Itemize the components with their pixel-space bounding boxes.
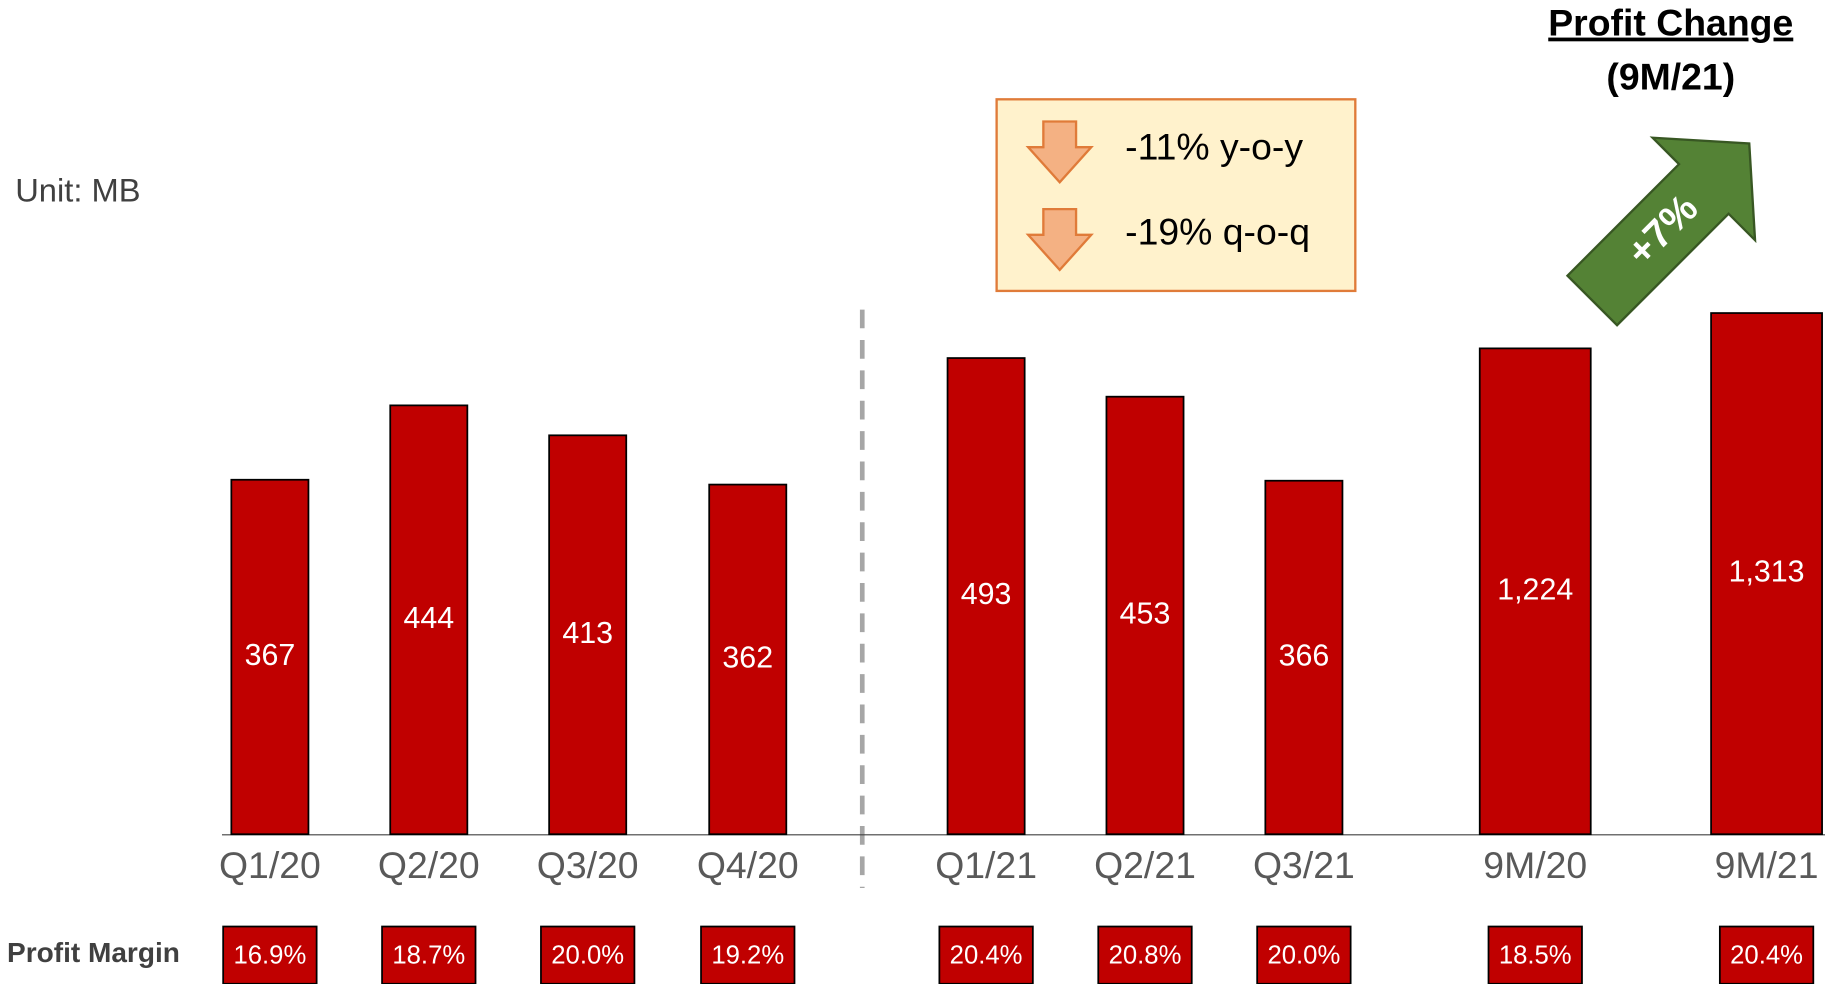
x-tick-label: Q1/21	[935, 844, 1037, 886]
bar	[389, 404, 469, 836]
value-label: 362	[722, 641, 773, 674]
margin-value: 20.0%	[1267, 942, 1340, 970]
annotation: -19% q-o-q	[1125, 211, 1310, 253]
unit-label: Unit: MB	[15, 171, 140, 208]
bar	[946, 357, 1026, 836]
up-arrow: +7%	[1565, 136, 1757, 327]
margin-box	[222, 925, 318, 984]
down-arrow	[1025, 120, 1094, 185]
bar	[1264, 479, 1344, 836]
margin-value: 20.4%	[1730, 942, 1803, 970]
x-tick-label: Q3/20	[537, 844, 639, 886]
bar	[548, 434, 628, 836]
margin-value: 18.7%	[392, 942, 465, 970]
value-label: 1,224	[1497, 573, 1573, 606]
bar	[1710, 312, 1823, 836]
down-arrow	[1025, 207, 1094, 272]
x-tick-label: Q2/20	[378, 844, 480, 886]
value-label: 444	[403, 602, 454, 635]
bar	[1105, 395, 1185, 836]
value-label: 366	[1279, 639, 1330, 672]
x-tick-label: Q4/20	[697, 844, 799, 886]
margin-box	[1718, 925, 1815, 984]
bar	[230, 478, 310, 836]
x-tick-label: Q1/20	[219, 844, 321, 886]
value-label: 1,313	[1729, 556, 1805, 589]
margin-value: 16.9%	[233, 942, 306, 970]
value-label: 493	[961, 578, 1012, 611]
margin-value: 19.2%	[711, 942, 784, 970]
value-label: 413	[562, 617, 613, 650]
subtitle: (9M/21)	[1606, 55, 1735, 97]
annotation: -11% y-o-y	[1125, 125, 1303, 167]
margin-box	[1097, 925, 1193, 984]
bar	[1478, 347, 1592, 836]
x-tick-label: 9M/20	[1483, 844, 1587, 886]
margin-label: Profit Margin	[7, 937, 180, 968]
margin-box	[938, 925, 1034, 984]
margin-box	[1256, 925, 1352, 984]
margin-value: 20.8%	[1109, 942, 1182, 970]
value-label: 367	[245, 639, 296, 672]
value-label: 453	[1120, 597, 1171, 630]
margin-box	[700, 925, 796, 984]
margin-value: 18.5%	[1499, 942, 1572, 970]
margin-value: 20.0%	[551, 942, 624, 970]
margin-value: 20.4%	[950, 942, 1023, 970]
x-tick-label: 9M/21	[1715, 844, 1819, 886]
bar	[708, 483, 788, 836]
x-tick-label: Q2/21	[1094, 844, 1196, 886]
margin-box	[381, 925, 477, 984]
title: Profit Change	[1548, 2, 1793, 44]
x-tick-label: Q3/21	[1253, 844, 1355, 886]
